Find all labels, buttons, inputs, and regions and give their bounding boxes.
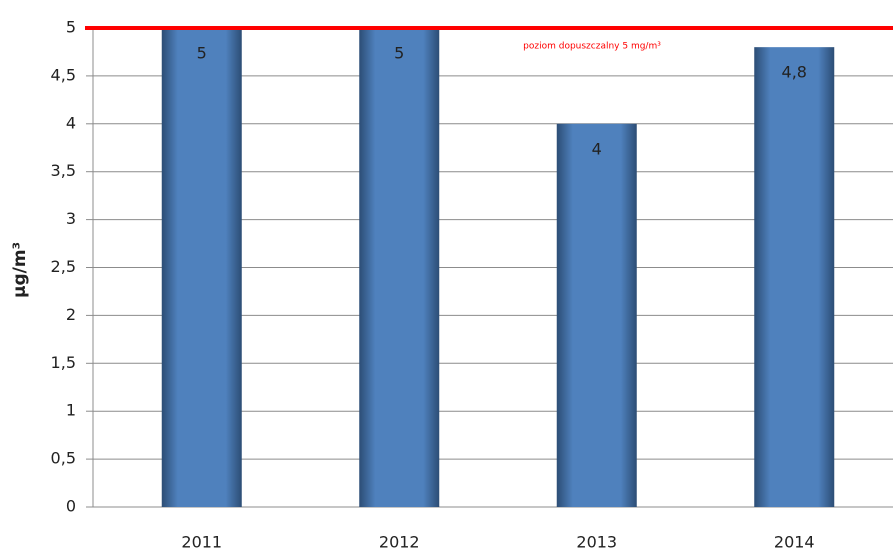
y-tick-label: 3: [66, 209, 76, 228]
y-tick-label: 3,5: [51, 161, 76, 180]
reference-label: poziom dopuszczalny 5 mg/m³: [523, 42, 661, 52]
y-tick-label: 1,5: [51, 353, 76, 372]
y-tick-label: 4: [66, 113, 76, 132]
y-tick-label: 0,5: [51, 449, 76, 468]
bar: [556, 123, 637, 508]
y-axis-label: µg/m³: [10, 242, 30, 298]
y-tick-label: 5: [66, 18, 76, 37]
data-label: 4: [592, 139, 602, 158]
y-tick-label: 4,5: [51, 65, 76, 84]
bar: [359, 28, 440, 507]
y-tick-label: 2,5: [51, 257, 76, 276]
data-label: 4,8: [782, 63, 807, 82]
x-tick-label: 2012: [379, 533, 420, 552]
data-label: 5: [197, 44, 207, 63]
y-tick-label: 0: [66, 497, 76, 516]
x-tick-label: 2014: [774, 533, 815, 552]
bar: [754, 47, 835, 507]
x-tick-label: 2013: [576, 533, 617, 552]
y-tick-label: 2: [66, 305, 76, 324]
x-tick-label: 2011: [181, 533, 222, 552]
data-label: 5: [394, 44, 404, 63]
bar: [161, 28, 242, 507]
y-tick-label: 1: [66, 401, 76, 420]
